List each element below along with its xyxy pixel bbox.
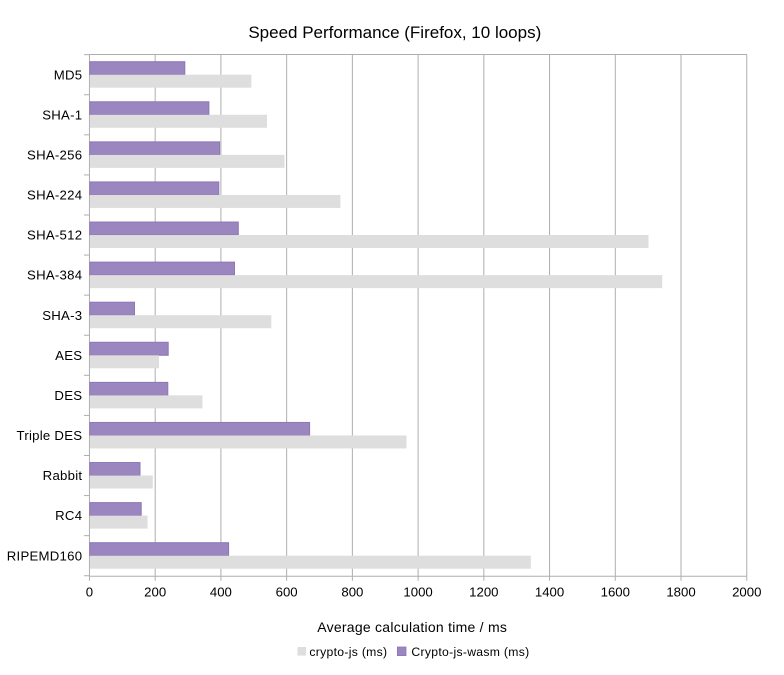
svg-text:Average calculation time / ms: Average calculation time / ms (317, 619, 507, 635)
svg-text:RIPEMD160: RIPEMD160 (7, 548, 83, 563)
svg-text:SHA-256: SHA-256 (27, 147, 82, 162)
svg-text:AES: AES (55, 348, 82, 363)
svg-text:1200: 1200 (469, 585, 498, 600)
svg-text:800: 800 (341, 585, 363, 600)
svg-text:RC4: RC4 (55, 508, 82, 523)
svg-text:1000: 1000 (403, 585, 432, 600)
svg-text:1400: 1400 (535, 585, 564, 600)
svg-text:SHA-224: SHA-224 (27, 188, 82, 203)
svg-text:200: 200 (144, 585, 166, 600)
svg-text:Rabbit: Rabbit (43, 468, 83, 483)
svg-text:1600: 1600 (601, 585, 630, 600)
svg-text:0: 0 (86, 585, 93, 600)
svg-text:SHA-3: SHA-3 (42, 308, 82, 323)
svg-text:SHA-512: SHA-512 (27, 228, 82, 243)
svg-text:SHA-384: SHA-384 (27, 268, 82, 283)
svg-text:DES: DES (54, 388, 82, 403)
svg-text:400: 400 (210, 585, 232, 600)
svg-text:MD5: MD5 (54, 67, 83, 82)
svg-text:Crypto-js-wasm (ms): Crypto-js-wasm (ms) (411, 645, 529, 659)
svg-text:600: 600 (276, 585, 298, 600)
svg-text:Speed Performance (Firefox, 10: Speed Performance (Firefox, 10 loops) (248, 23, 541, 42)
svg-text:crypto-js (ms): crypto-js (ms) (309, 645, 387, 659)
svg-text:1800: 1800 (666, 585, 695, 600)
svg-text:Triple DES: Triple DES (17, 428, 83, 443)
svg-text:2000: 2000 (732, 585, 761, 600)
svg-text:SHA-1: SHA-1 (42, 107, 82, 122)
